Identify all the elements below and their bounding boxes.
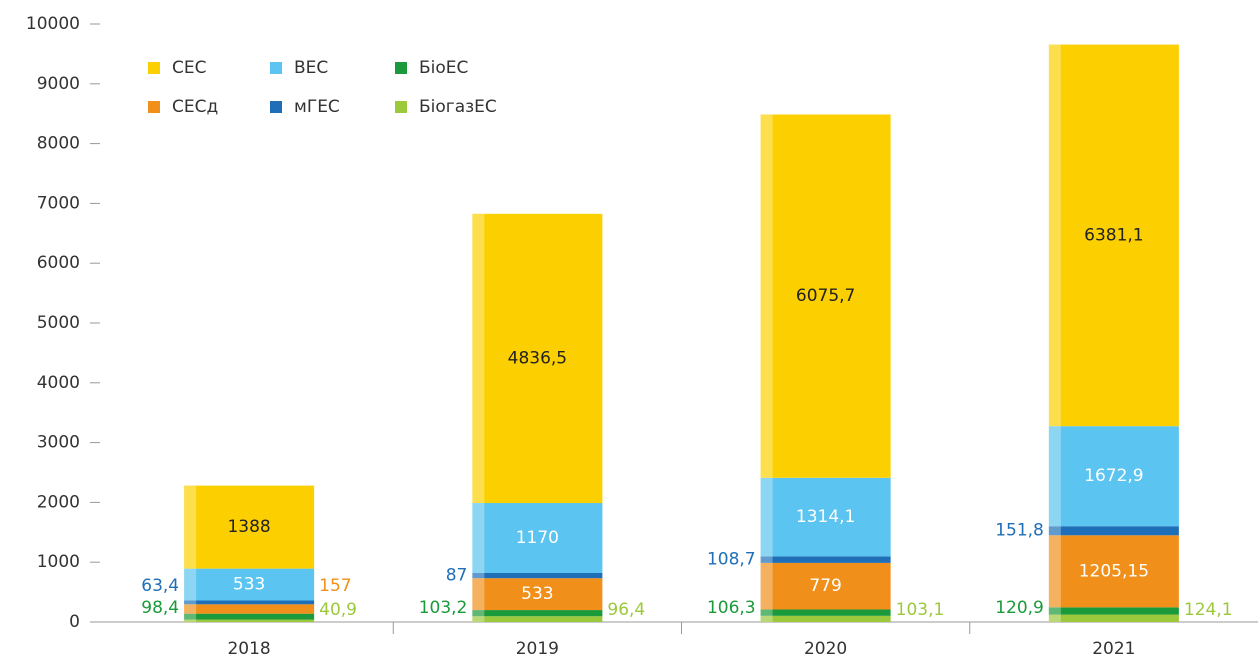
y-tick-label: 9000 [37, 74, 80, 94]
bar-segment [184, 613, 315, 620]
data-label: 103,2 [419, 598, 468, 618]
data-label: 157 [319, 576, 351, 596]
data-label: 779 [809, 576, 841, 596]
legend-label: СЕСд [172, 97, 218, 117]
data-label: 124,1 [1184, 600, 1233, 620]
legend-swatch [148, 62, 160, 74]
data-label: 1205,15 [1079, 561, 1149, 581]
bar-segment [760, 562, 891, 610]
x-tick-label: 2018 [227, 639, 270, 659]
bar-highlight [472, 213, 485, 622]
data-label: 63,4 [141, 576, 179, 596]
legend-swatch [395, 101, 407, 113]
data-label: 6381,1 [1084, 225, 1143, 245]
data-label: 1170 [516, 528, 559, 548]
x-tick-label: 2020 [804, 639, 847, 659]
legend-swatch [395, 62, 407, 74]
legend-label: мГЕС [294, 97, 340, 117]
y-tick-label: 6000 [37, 253, 80, 273]
bar-segment [760, 556, 891, 563]
data-label: 151,8 [995, 521, 1044, 541]
y-tick-label: 7000 [37, 193, 80, 213]
bar-segment [1048, 426, 1179, 527]
y-tick-label: 0 [69, 612, 80, 632]
bar-segment [1048, 614, 1179, 622]
y-tick-label: 4000 [37, 373, 80, 393]
y-tick-label: 3000 [37, 433, 80, 453]
bar-segment [1048, 607, 1179, 615]
data-label: 98,4 [141, 598, 179, 618]
x-tick-label: 2019 [516, 639, 559, 659]
data-label: 533 [521, 584, 553, 604]
x-tick-label: 2021 [1092, 639, 1135, 659]
bar-segment [472, 213, 603, 504]
data-label: 1672,9 [1084, 466, 1143, 486]
legend-swatch [148, 101, 160, 113]
bar-segment [184, 604, 315, 614]
bar-segment [760, 477, 891, 557]
data-label: 6075,7 [796, 286, 855, 306]
bar-segment [472, 572, 603, 579]
bar-segment [1048, 535, 1179, 608]
data-label: 120,9 [995, 598, 1044, 618]
bar-highlight [1048, 44, 1061, 622]
data-label: 40,9 [319, 600, 357, 620]
legend-label: БіогазЕС [419, 97, 497, 117]
bar-segment [184, 600, 315, 605]
y-tick-label: 8000 [37, 134, 80, 154]
data-label: 533 [233, 575, 265, 595]
y-tick-label: 2000 [37, 492, 80, 512]
bar-segment [472, 616, 603, 622]
data-label: 106,3 [707, 598, 756, 618]
bar-segment [472, 503, 603, 573]
legend-label: СЕС [172, 58, 206, 78]
bar-segment [184, 568, 315, 601]
bar-segment [760, 609, 891, 616]
data-label: 4836,5 [508, 348, 567, 368]
bar-segment [1048, 526, 1179, 536]
data-label: 108,7 [707, 550, 756, 570]
y-tick-label: 1000 [37, 552, 80, 572]
bar-segment [184, 485, 315, 569]
legend-label: БіоЕС [419, 58, 468, 78]
bar-highlight [760, 114, 773, 622]
data-label: 1388 [227, 517, 270, 537]
legend-swatch [270, 62, 282, 74]
bar-segment [760, 615, 891, 622]
data-label: 96,4 [607, 600, 645, 620]
data-label: 1314,1 [796, 507, 855, 527]
bar-highlight [184, 485, 197, 622]
bar-segment [1048, 44, 1179, 427]
bar-segment [472, 610, 603, 617]
legend-swatch [270, 101, 282, 113]
bar-segment [472, 578, 603, 611]
data-label: 103,1 [896, 600, 945, 620]
bar-segment [760, 114, 891, 478]
y-tick-label: 5000 [37, 313, 80, 333]
data-label: 87 [446, 566, 468, 586]
legend-label: ВЕС [294, 58, 328, 78]
bar-segment [184, 619, 315, 622]
y-tick-label: 10000 [26, 14, 80, 34]
